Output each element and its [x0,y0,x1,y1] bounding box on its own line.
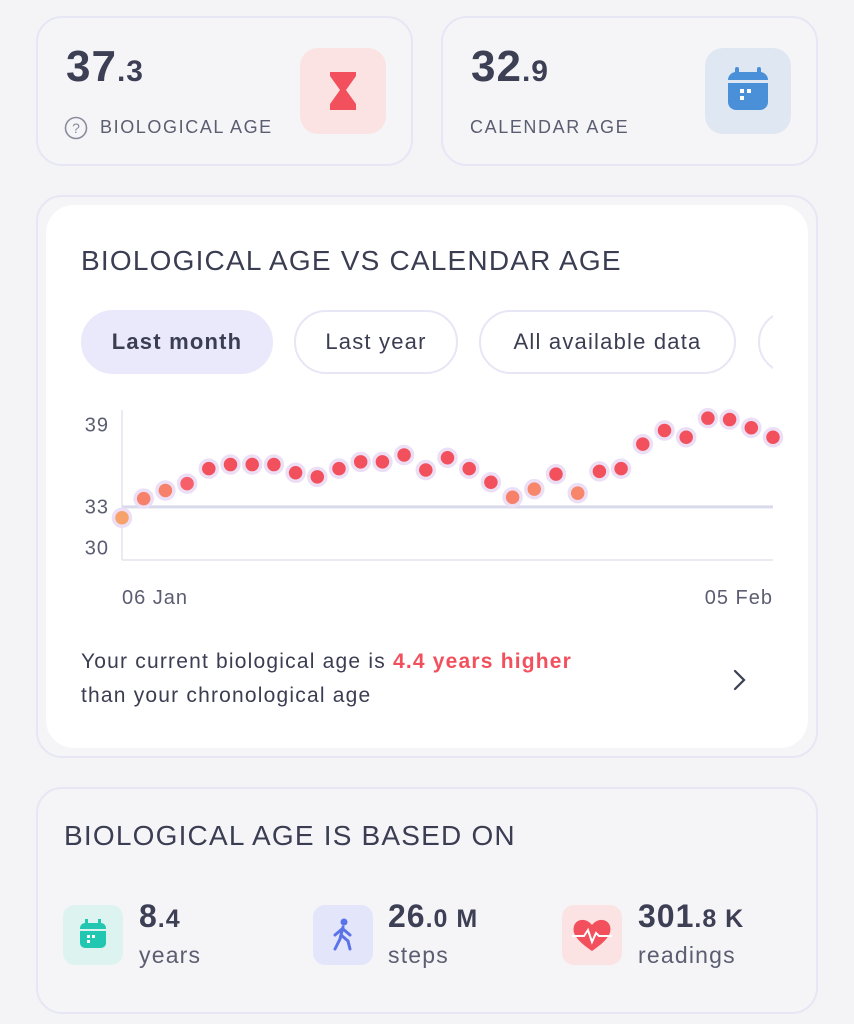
label: CALENDAR AGE [470,117,630,137]
help-icon[interactable]: ? [64,116,88,140]
chart-title: BIOLOGICAL AGE VS CALENDAR AGE [81,245,622,276]
data-point [307,466,328,488]
item-main: 301 [638,898,695,934]
tab-clipped[interactable] [758,310,773,374]
data-point [458,458,480,479]
data-point [654,420,675,441]
value-decimal: .9 [521,55,549,88]
data-point [176,473,198,494]
data-point [502,487,523,508]
data-point [241,454,263,475]
tab[interactable]: Last year [294,310,458,374]
data-point [198,458,220,479]
data-point [328,458,350,479]
data-point [155,480,176,501]
data-point [372,451,393,473]
value-main: 32 [471,42,522,91]
data-point [762,427,784,448]
summary-line: Your current biological age is 4.4 years… [81,650,572,674]
biological-age-card: 37.3 ? BIOLOGICAL AGE [36,16,413,166]
item-value: 301.8 K [638,898,744,935]
years-icon [63,905,123,965]
based-on-card [36,787,818,1014]
summary-suffix: than your chronological age [81,684,372,707]
summary-prefix: Your current biological age is [81,650,386,673]
tab-active[interactable]: Last month [81,310,273,374]
hourglass-icon [300,48,386,134]
data-point [675,427,697,448]
data-point [697,407,719,429]
steps-icon [313,905,373,965]
data-point [589,461,610,482]
data-point [632,433,654,455]
chevron[interactable] [730,668,750,692]
section-title: BIOLOGICAL AGE IS BASED ON [64,820,516,851]
heart-icon [562,905,622,965]
item-value: 26.0 M [388,898,478,935]
item-unit: years [139,942,202,968]
data-point [111,507,133,528]
value: 32.9 [471,42,549,92]
data-point [545,463,567,485]
calendar-age-card: 32.9 CALENDAR AGE [441,16,818,166]
data-point [285,462,306,483]
item-value: 8.4 [139,898,181,935]
item-unit: steps [388,942,449,968]
svg-text:?: ? [72,120,80,136]
data-point [524,478,545,500]
item-decimal: .0 M [425,905,479,933]
calendar-icon [705,48,791,134]
item-decimal: .4 [157,905,181,933]
data-point [741,417,762,438]
data-point [437,447,458,468]
y-tick-label: 39 [85,415,109,437]
label: BIOLOGICAL AGE [100,117,273,137]
x-tick-label: 06 Jan [122,587,188,609]
data-point [220,454,241,475]
x-tick-label: 05 Feb [705,587,773,609]
item-unit: readings [638,942,736,968]
data-point [415,459,437,481]
data-point [133,488,154,509]
data-point [567,482,588,504]
item-decimal: .8 K [694,905,745,933]
y-tick-label: 33 [85,496,109,518]
data-point [610,458,632,479]
tab[interactable]: All available data [479,310,736,374]
item-main: 8 [139,898,158,934]
y-tick-label: 30 [85,537,109,559]
value-main: 37 [66,42,117,91]
data-point [480,472,502,493]
item-main: 26 [388,898,426,934]
value-decimal: .3 [116,55,144,88]
value: 37.3 [66,42,144,92]
summary-highlight: 4.4 years higher [392,650,573,673]
data-point [350,451,371,473]
data-point [719,409,740,430]
data-point [263,454,285,475]
data-point [393,444,415,466]
